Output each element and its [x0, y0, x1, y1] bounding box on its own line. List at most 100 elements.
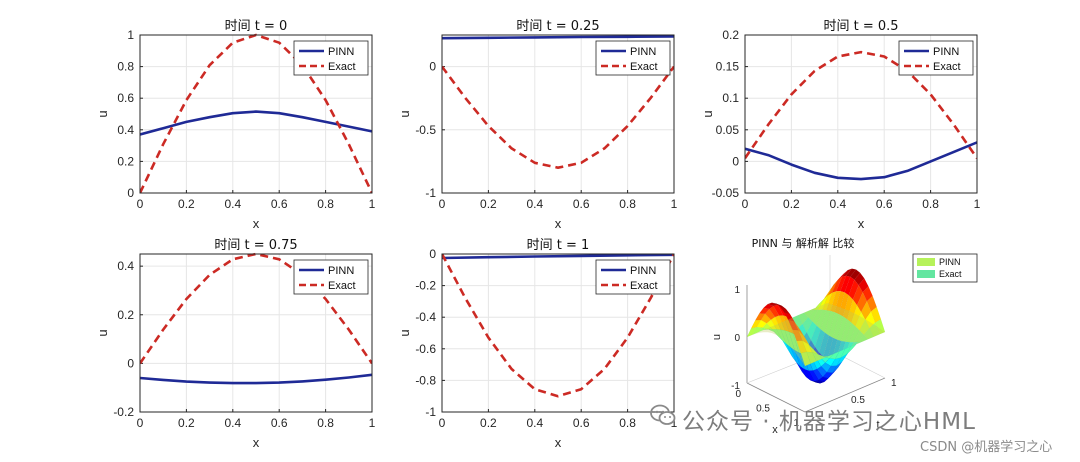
p2-ylabel: u — [397, 110, 412, 117]
p3-y-tick-label: -0.05 — [712, 186, 740, 200]
p5-y-tick-label: -0.2 — [415, 279, 436, 293]
p2-axes-box — [441, 34, 675, 194]
p6-legend-exact-label: Exact — [939, 269, 962, 279]
p2-y-tick-label: 0 — [429, 60, 436, 74]
p2-series-exact — [442, 65, 674, 169]
p6-surface-patch — [829, 351, 840, 360]
p1-x-tick-label: 1 — [369, 197, 376, 211]
watermark-csdn: CSDN @机器学习之心 — [920, 440, 1053, 455]
p5-title: 时间 t = 1 — [527, 238, 590, 253]
p1-y-tick-label: 0.4 — [117, 123, 134, 137]
p4-title: 时间 t = 0.75 — [214, 238, 297, 253]
p6-surface-patch — [823, 353, 834, 359]
p3-series-exact — [745, 50, 977, 159]
p2-legend-exact-label: Exact — [630, 61, 658, 73]
p6-pinn-surface-patch — [776, 314, 861, 338]
p1-y-tick-label: 0.2 — [117, 154, 134, 168]
p3-ylabel: u — [700, 110, 715, 117]
p5-y-tick-label: -0.8 — [415, 373, 436, 387]
p1-x-tick-label: 0.8 — [317, 197, 334, 211]
p6-surface-patch — [800, 351, 811, 367]
p2-x-tick-label: 0 — [439, 197, 446, 211]
p6-surface-patch — [840, 346, 852, 358]
p1-x-tick-label: 0 — [137, 197, 144, 211]
p5-x-tick-label: 1 — [671, 416, 678, 430]
p3-y-tick-label: 0.15 — [716, 60, 740, 74]
p4-x-tick-label: 0.4 — [224, 416, 241, 430]
p6-z-tick-label: 1 — [734, 285, 740, 296]
p3-x-tick-label: 0.6 — [876, 197, 893, 211]
p5-x-tick-label: 0.4 — [526, 416, 543, 430]
p3-y-tick-label: 0 — [732, 154, 739, 168]
p6-pinn-surface-patch — [792, 323, 877, 355]
p5-series-exact — [442, 253, 674, 398]
p6-surface-patch — [869, 322, 880, 338]
p6-xlabel: x — [772, 424, 778, 436]
p3-legend-exact-label: Exact — [933, 61, 961, 73]
p6-title: PINN 与 解析解 比较 — [752, 236, 855, 250]
p3-x-tick-label: 0.8 — [922, 197, 939, 211]
p5-ylabel: u — [397, 329, 412, 336]
p6-legend-exact-swatch — [917, 270, 935, 278]
p5-y-tick-label: -0.6 — [415, 342, 436, 356]
p4-ylabel: u — [95, 329, 110, 336]
p5-x-tick-label: 0.2 — [480, 416, 497, 430]
p2-x-tick-label: 0.2 — [480, 197, 497, 211]
p5-x-tick-label: 0.6 — [573, 416, 590, 430]
p6-pinn-surface-patch — [767, 310, 852, 333]
p1-xlabel: x — [253, 216, 260, 231]
p3-title: 时间 t = 0.5 — [823, 19, 898, 34]
p6-x-tick-label: 1 — [793, 418, 799, 429]
p1-legend-exact-label: Exact — [328, 61, 356, 73]
p6-y-tick-label: 1 — [891, 378, 897, 389]
p5-y-tick-label: 0 — [429, 247, 436, 261]
p3-y-tick-label: 0.05 — [716, 123, 740, 137]
p4-legend-box — [293, 259, 369, 295]
p6-y-axis — [804, 377, 886, 413]
p6-zlabel: u — [711, 334, 723, 340]
p4-y-tick-label: 0.2 — [117, 308, 134, 322]
p6-pinn-surface-patch — [800, 329, 885, 366]
p6-pinn-surface-patch — [788, 321, 873, 350]
p3-x-tick-label: 0.4 — [829, 197, 846, 211]
p6-legend-pinn-label: PINN — [939, 257, 961, 267]
p2-x-tick-label: 0.4 — [526, 197, 543, 211]
p4-legend-pinn-label: PINN — [328, 265, 354, 277]
p4-series-exact — [140, 252, 372, 365]
p1-legend-box — [293, 40, 369, 76]
p6-pinn-surface-patch — [747, 303, 832, 337]
p4-x-tick-label: 0.8 — [317, 416, 334, 430]
p4-x-tick-label: 0.6 — [271, 416, 288, 430]
p3-xlabel: x — [858, 216, 865, 231]
p3-x-tick-label: 1 — [974, 197, 981, 211]
p2-xlabel: x — [555, 216, 562, 231]
p1-ylabel: u — [95, 110, 110, 117]
p6-ylabel: t — [876, 419, 879, 431]
p5-xlabel: x — [555, 435, 562, 450]
p6-pinn-surface-patch — [796, 326, 881, 361]
p5-y-tick-label: -1 — [425, 405, 436, 419]
p6-x-tick-label: 0 — [735, 389, 741, 400]
p1-legend-pinn-label: PINN — [328, 46, 354, 58]
p4-y-tick-label: 0.4 — [117, 259, 134, 273]
p3-series-pinn — [745, 141, 977, 181]
p1-series-pinn — [140, 110, 372, 136]
p6-pinn-surface-patch — [751, 304, 836, 336]
p6-x-tick-label: 0.5 — [756, 404, 770, 415]
p4-axes-box — [139, 253, 373, 413]
p5-legend-exact-label: Exact — [630, 280, 658, 292]
p3-legend-box — [898, 40, 974, 76]
p2-title: 时间 t = 0.25 — [516, 19, 599, 34]
p2-series-pinn — [442, 35, 674, 40]
p2-x-tick-label: 0.6 — [573, 197, 590, 211]
p4-legend-exact-label: Exact — [328, 280, 356, 292]
p6-pinn-surface-patch — [763, 308, 848, 333]
p1-title: 时间 t = 0 — [225, 19, 288, 34]
p6-pinn-surface-patch — [755, 305, 840, 334]
p5-series-pinn — [442, 253, 674, 260]
p1-x-tick-label: 0.6 — [271, 197, 288, 211]
p1-x-tick-label: 0.2 — [178, 197, 195, 211]
p1-y-tick-label: 0.8 — [117, 60, 134, 74]
p5-y-tick-label: -0.4 — [415, 310, 436, 324]
